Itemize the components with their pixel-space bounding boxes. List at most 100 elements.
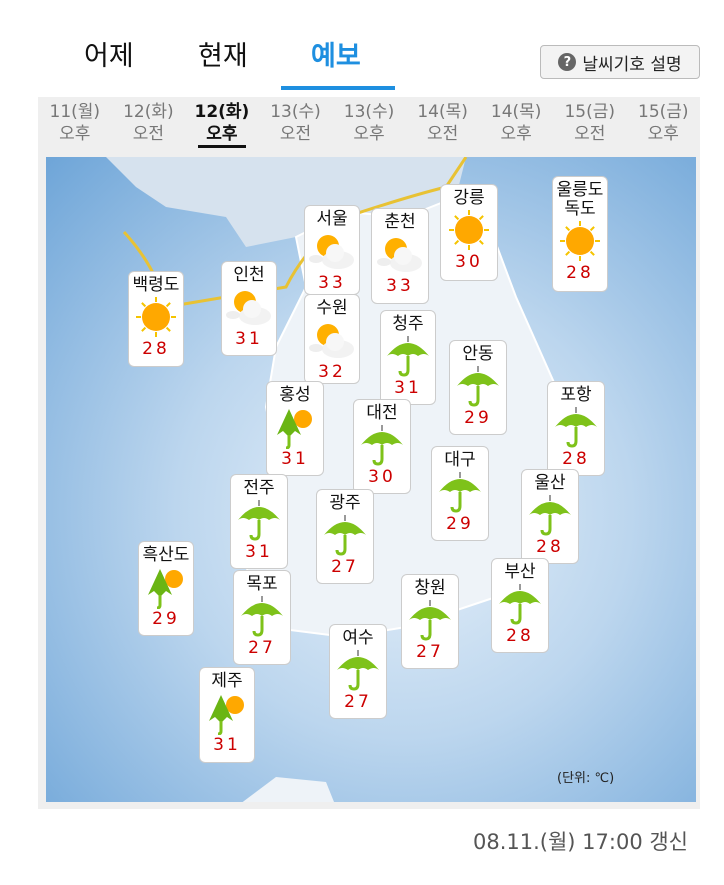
umbrella-icon	[330, 648, 386, 692]
city-card[interactable]: 수원 32	[304, 294, 360, 384]
city-temp: 30	[368, 467, 396, 487]
city-temp: 31	[394, 378, 422, 398]
question-icon: ?	[558, 53, 577, 71]
umbrella-icon	[234, 594, 290, 638]
city-card[interactable]: 대전 30	[353, 399, 411, 494]
time-slot[interactable]: 11(월) 오후	[38, 97, 112, 157]
time-day: 13(수)	[343, 102, 395, 122]
city-card[interactable]: 여수 27	[329, 624, 387, 719]
partly-cloudy-icon	[372, 232, 428, 276]
city-name: 목포	[246, 574, 278, 594]
shower-icon	[139, 565, 193, 609]
time-half: 오후	[500, 124, 532, 144]
time-slot[interactable]: 13(수) 오후	[332, 97, 406, 157]
city-name: 포항	[560, 385, 592, 405]
city-name: 인천	[233, 265, 265, 285]
time-slot[interactable]: 12(화) 오전	[112, 97, 186, 157]
city-card[interactable]: 서울 33	[304, 205, 360, 295]
city-temp: 27	[331, 557, 359, 577]
time-day: 13(수)	[270, 102, 321, 122]
city-temp: 31	[245, 542, 273, 562]
time-slot[interactable]: 13(수) 오전	[259, 97, 333, 157]
city-temp: 27	[344, 692, 372, 712]
city-name: 수원	[316, 298, 348, 318]
city-temp: 30	[455, 252, 483, 272]
time-slot[interactable]: 15(금) 오전	[553, 97, 627, 157]
city-card[interactable]: 춘천 33	[371, 208, 429, 304]
city-name: 여수	[342, 628, 374, 648]
time-day: 14(목)	[490, 102, 542, 122]
city-card[interactable]: 목포 27	[233, 570, 291, 665]
city-temp: 27	[248, 638, 276, 658]
time-slot[interactable]: 14(목) 오전	[406, 97, 480, 157]
update-time: 08.11.(월) 17:00 갱신	[472, 830, 688, 854]
city-card[interactable]: 흑산도 29	[138, 541, 194, 636]
time-day: 12(화)	[194, 102, 250, 122]
umbrella-icon	[522, 493, 578, 537]
city-card[interactable]: 제주 31	[199, 667, 255, 763]
active-tab-indicator	[281, 86, 395, 90]
city-card[interactable]: 전주 31	[230, 474, 288, 569]
partly-cloudy-icon	[305, 229, 359, 273]
tab-current[interactable]: 현재	[198, 41, 248, 72]
time-slot[interactable]: 15(금) 오후	[627, 97, 701, 157]
city-temp: 28	[506, 626, 534, 646]
time-half: 오후	[647, 124, 679, 144]
city-card[interactable]: 대구 29	[431, 446, 489, 541]
partly-cloudy-icon	[222, 285, 276, 329]
time-day: 12(화)	[123, 102, 174, 122]
unit-label: (단위: ℃)	[557, 771, 615, 786]
city-card[interactable]: 안동 29	[449, 340, 507, 435]
city-name: 강릉	[453, 188, 485, 208]
shower-icon	[200, 691, 254, 735]
city-card[interactable]: 포항 28	[547, 381, 605, 476]
time-day: 15(금)	[564, 102, 615, 122]
city-name: 백령도	[132, 275, 180, 295]
umbrella-icon	[548, 405, 604, 449]
city-card[interactable]: 부산 28	[491, 558, 549, 653]
city-card[interactable]: 창원 27	[401, 574, 459, 669]
city-card[interactable]: 백령도 28	[128, 271, 184, 367]
weather-symbol-help-button[interactable]: ? 날씨기호 설명	[540, 45, 700, 79]
umbrella-icon	[402, 598, 458, 642]
city-card[interactable]: 울릉도 독도 28	[552, 176, 608, 292]
time-half: 오전	[574, 124, 606, 144]
sun-icon	[441, 208, 497, 252]
city-temp: 29	[152, 609, 180, 629]
city-name: 대구	[444, 450, 476, 470]
time-half: 오후	[59, 124, 91, 144]
city-name: 서울	[316, 209, 348, 229]
city-name: 창원	[414, 578, 446, 598]
city-temp: 31	[213, 735, 241, 755]
city-temp: 28	[562, 449, 590, 469]
time-slot[interactable]: 12(화) 오후	[185, 97, 259, 157]
city-temp: 31	[235, 329, 263, 349]
time-selector: 11(월) 오후 12(화) 오전 12(화) 오후 13(수) 오전 13(수) 오후 14(목)…	[38, 97, 700, 157]
city-card[interactable]: 울산 28	[521, 469, 579, 564]
help-label: 날씨기호 설명	[582, 54, 682, 75]
time-slot[interactable]: 14(목) 오후	[479, 97, 553, 157]
city-card[interactable]: 홍성 31	[266, 381, 324, 476]
city-name: 흑산도	[142, 545, 190, 565]
time-day: 14(목)	[417, 102, 468, 122]
tab-forecast[interactable]: 예보	[311, 41, 361, 72]
shower-icon	[267, 405, 323, 449]
tab-yesterday[interactable]: 어제	[84, 41, 134, 72]
umbrella-icon	[492, 582, 548, 626]
city-temp: 31	[281, 449, 309, 469]
sun-icon	[129, 295, 183, 339]
city-card[interactable]: 광주 27	[316, 489, 374, 584]
city-card[interactable]: 인천 31	[221, 261, 277, 356]
city-card[interactable]: 강릉 30	[440, 184, 498, 281]
map-area: 백령도 28 인천 31 서울 33 춘천 33 강릉 30 울릉도 독도 28 수원 32 청주 31 안동 2…	[46, 157, 696, 802]
city-temp: 28	[566, 263, 594, 283]
city-temp: 28	[142, 339, 170, 359]
city-name: 청주	[392, 314, 424, 334]
city-card[interactable]: 청주 31	[380, 310, 436, 405]
city-temp: 33	[386, 276, 414, 296]
city-name: 안동	[462, 344, 494, 364]
forecast-map: 백령도 28 인천 31 서울 33 춘천 33 강릉 30 울릉도 독도 28 수원 32 청주 31 안동 2…	[38, 157, 700, 809]
city-name: 제주	[211, 671, 243, 691]
time-day: 11(월)	[49, 102, 101, 122]
partly-cloudy-icon	[305, 318, 359, 362]
